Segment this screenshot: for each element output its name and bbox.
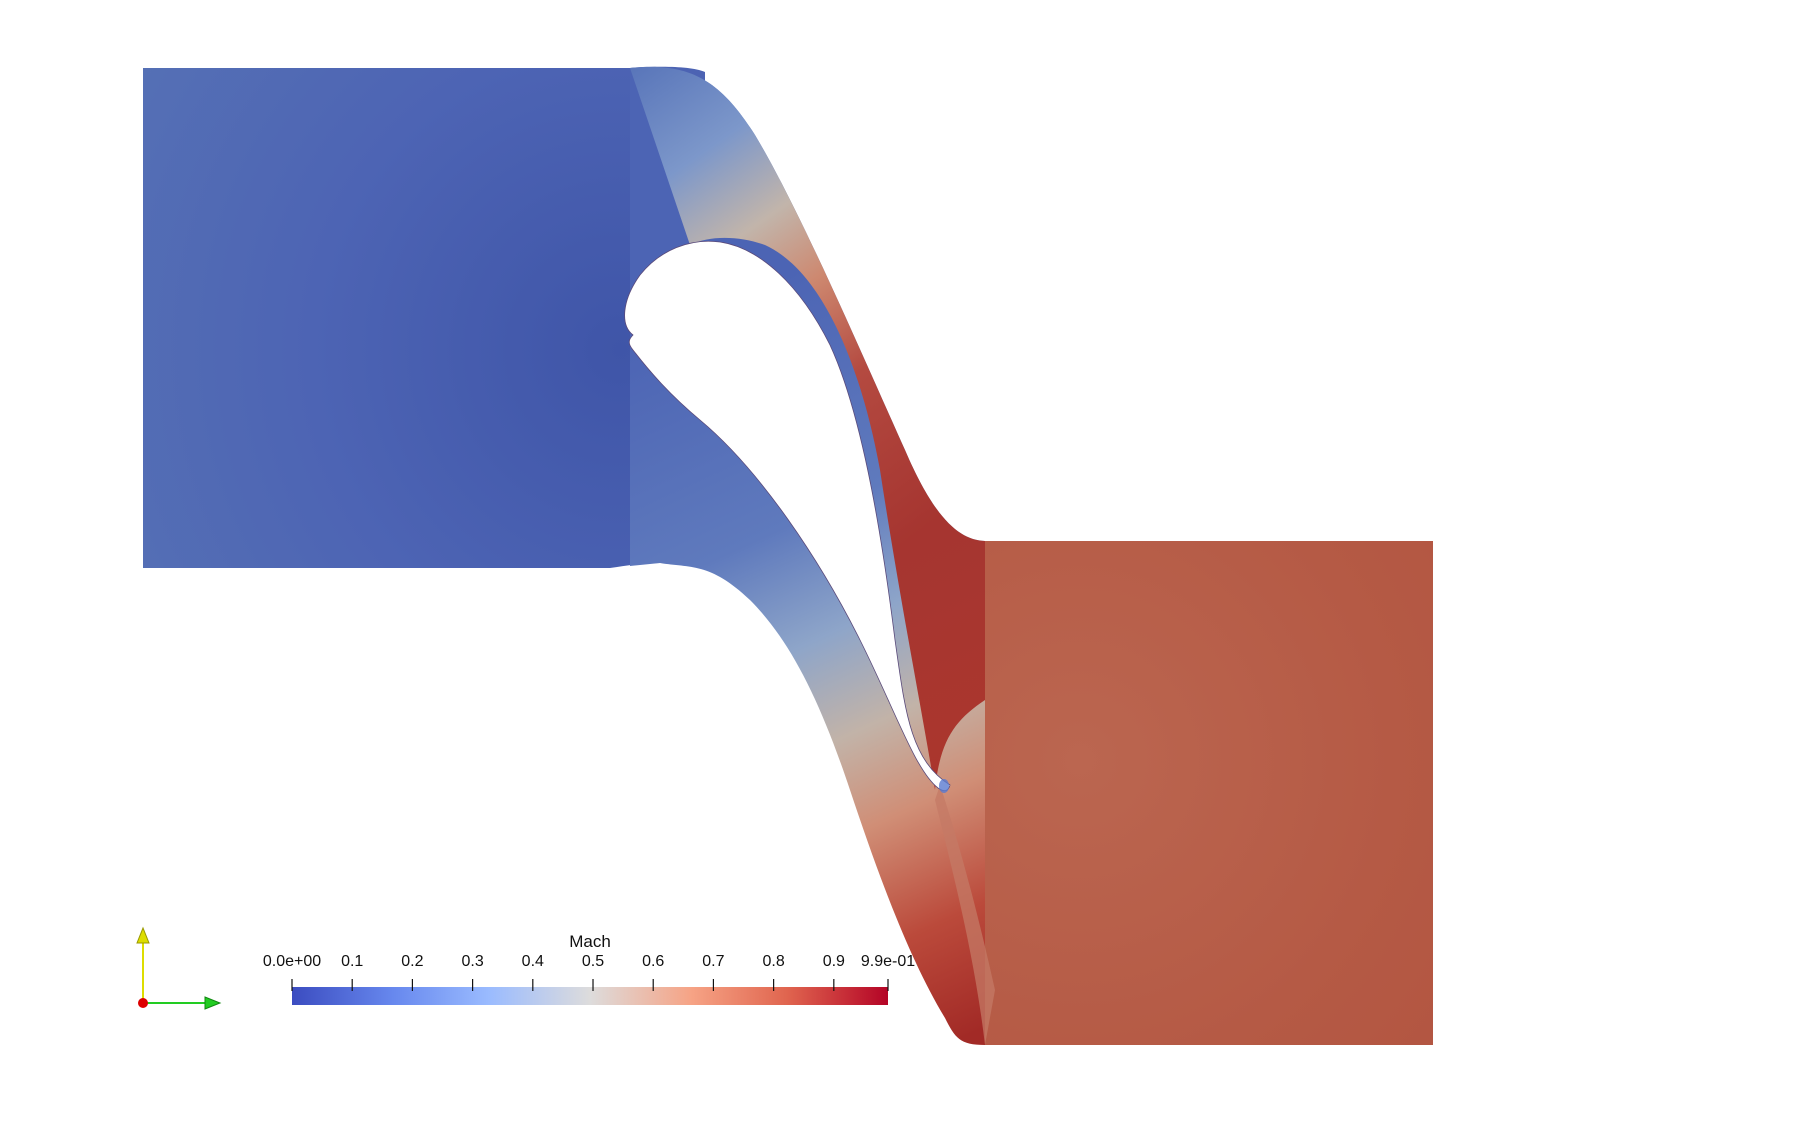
colorbar-tick-marks bbox=[291, 979, 889, 991]
y-axis-arrow-icon bbox=[136, 926, 150, 944]
colorbar-tick-label: 0.9 bbox=[822, 953, 845, 970]
x-axis-arrow-icon bbox=[204, 996, 222, 1010]
colorbar-title-text: Mach bbox=[569, 932, 611, 951]
orientation-axes bbox=[136, 926, 222, 1010]
trailing-edge-stagnation bbox=[939, 779, 949, 793]
colorbar-gradient bbox=[292, 987, 888, 1005]
colorbar-tick-label: 0.6 bbox=[642, 953, 665, 970]
inlet-region bbox=[143, 66, 705, 569]
colorbar-tick-label: 0.7 bbox=[702, 953, 725, 970]
z-axis-dot-icon bbox=[138, 998, 148, 1008]
trailing-edge-wake bbox=[935, 785, 995, 1045]
colorbar-tick-label: 0.2 bbox=[401, 953, 424, 970]
colorbar bbox=[291, 979, 889, 1005]
colorbar-tick-label: 0.8 bbox=[762, 953, 785, 970]
outlet-region bbox=[985, 541, 1433, 1045]
turbine-blade bbox=[624, 240, 951, 792]
colorbar-tick-label: 9.9e-01 bbox=[860, 953, 916, 970]
colorbar-tick-label: 0.3 bbox=[461, 953, 484, 970]
suction-side-band bbox=[630, 66, 985, 791]
colorbar-tick-label: 0.4 bbox=[521, 953, 544, 970]
colorbar-tick-label: 0.5 bbox=[581, 953, 605, 970]
colorbar-tick-label: 0.0e+00 bbox=[262, 953, 322, 970]
flow-domain bbox=[143, 66, 1433, 1046]
colorbar-tick-label: 0.1 bbox=[341, 953, 364, 970]
